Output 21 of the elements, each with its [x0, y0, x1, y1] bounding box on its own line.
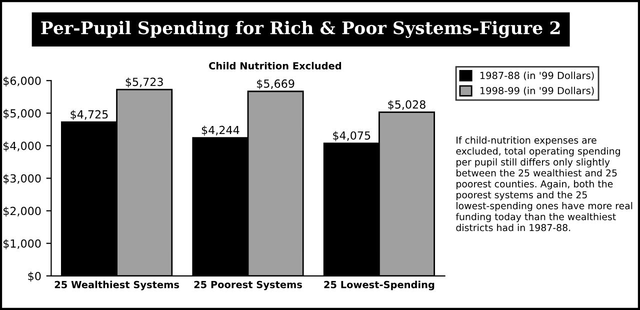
y-tick-label: $4,000 [4, 141, 41, 152]
data-label: $4,244 [202, 126, 240, 136]
y-tick-label: $0 [28, 272, 41, 282]
y-tick-label: $3,000 [4, 174, 41, 184]
data-label: $4,075 [333, 131, 370, 142]
y-tick-label: $1,000 [4, 239, 41, 250]
chart-subtitle: Child Nutrition Excluded [209, 62, 342, 70]
y-tick-label: $6,000 [4, 76, 41, 86]
data-label: $5,028 [388, 100, 426, 110]
data-label: $4,725 [70, 110, 108, 120]
x-tick-label: 25 Lowest-Spending [324, 280, 434, 290]
text: If child-nutrition expenses are excluded, total operating spending per pupil still differs only slightly between the 25 wealthiest and 25 poorest counties. Again, both the poorest systems and the 25 lowest-spending ones have more real funding today than the wealthiest districts had in 1987-88. [456, 136, 632, 232]
x-tick-label: 25 Wealthiest Systems [54, 280, 180, 290]
legend-label: 1998-99 (in '99 Dollars) [480, 86, 594, 96]
data-label: $5,669 [257, 79, 294, 90]
y-tick-label: $2,000 [4, 206, 41, 217]
y-tick-label: $5,000 [4, 108, 41, 120]
data-label: $5,723 [126, 77, 163, 88]
chart-title: Per-Pupil Spending for Rich & Poor Systems-Figure 2 [41, 20, 560, 38]
legend-label: 1987-88 (in '99 Dollars) [480, 72, 594, 80]
x-tick-label: 25 Poorest Systems [194, 280, 302, 290]
